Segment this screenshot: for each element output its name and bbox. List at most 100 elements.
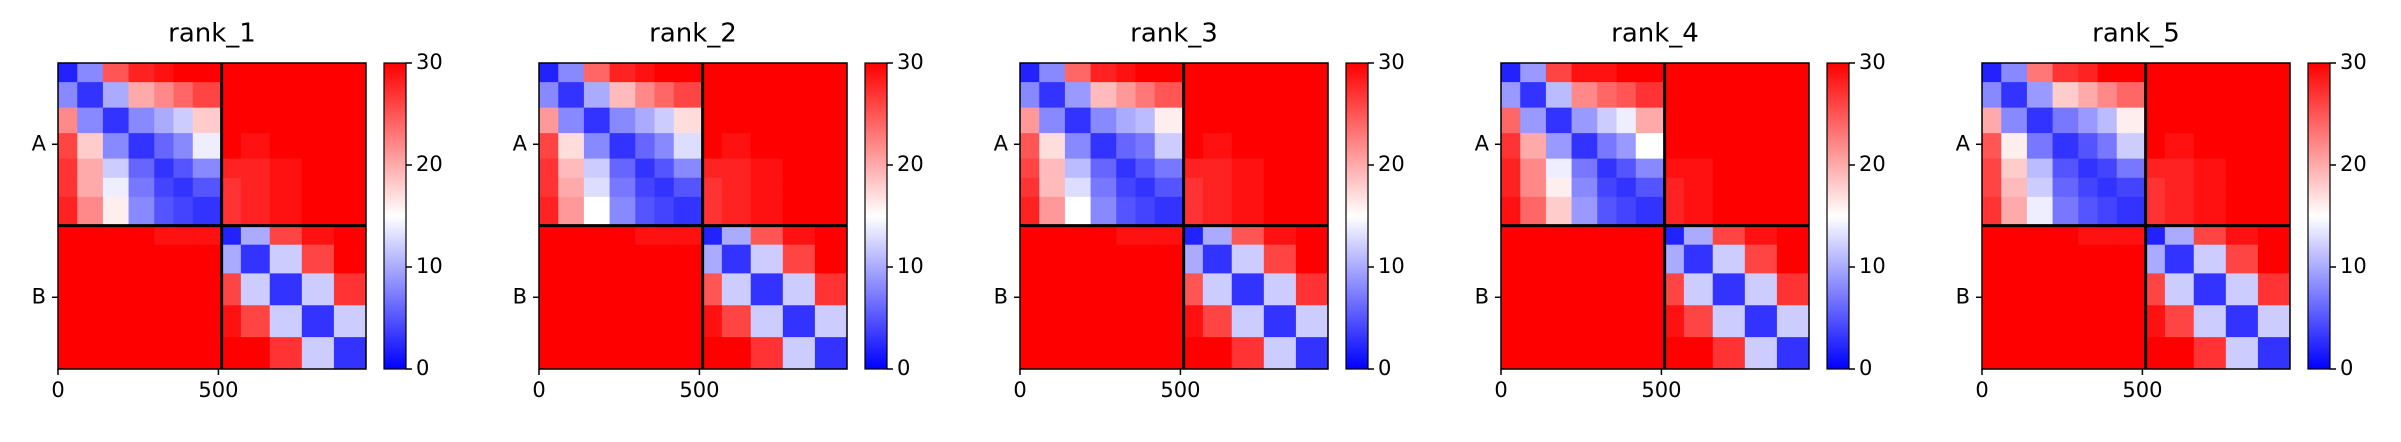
heatmap-cell [77,225,104,246]
heatmap-cell [2052,107,2079,134]
heatmap-cell [154,158,174,179]
heatmap-cell [1571,244,1598,274]
heatmap-cell [1982,337,2002,370]
heatmap-cell [654,305,675,338]
heatmap-cell [1116,107,1136,134]
heatmap-cell [77,305,104,338]
heatmap-cell [2164,305,2195,338]
heatmap-cell [102,82,130,109]
heatmap-cell [1039,244,1066,274]
heatmap-cell [240,305,271,338]
heatmap-cell [750,107,784,134]
heatmap-cell [1712,305,1746,338]
heatmap-cell [154,63,174,83]
colorbar-tick-label: 30 [1378,50,1405,74]
heatmap-cell [1039,82,1066,109]
x-tick-label: 0 [1013,378,1026,402]
heatmap-cell [673,107,704,134]
heatmap-cell [1501,196,1521,227]
heatmap-cell [1020,63,1040,83]
heatmap-cell [2193,196,2227,227]
heatmap-cell [58,196,78,227]
colorbar [383,62,407,370]
heatmap-cell [1501,82,1521,109]
heatmap-cell [1571,133,1598,160]
heatmap-cell [1545,63,1573,83]
heatmap-cell [1183,337,1204,370]
heatmap-cell [2225,82,2259,109]
heatmap-cell [782,63,816,83]
heatmap-cell [1744,107,1778,134]
heatmap-cell [1597,107,1617,134]
heatmap-cell [58,305,78,338]
heatmap-cell [1616,107,1637,134]
heatmap-cell [673,63,704,83]
heatmap-cell [654,196,675,227]
heatmap-cell [1776,225,1810,246]
heatmap-cell [1154,177,1185,198]
heatmap-cell [1231,177,1265,198]
heatmap-cell [782,133,816,160]
heatmap-cell [1020,244,1040,274]
heatmap-cell [1683,305,1714,338]
heatmap-cell [1616,177,1637,198]
heatmap-cell [1616,244,1637,274]
heatmap-cell [221,273,242,306]
heatmap-cell [1295,225,1329,246]
heatmap-cell [2001,177,2028,198]
heatmap-cell [333,177,367,198]
heatmap-cell [269,337,303,370]
heatmap-cell [702,107,723,134]
heatmap-cell [702,177,723,198]
heatmap-cell [1020,305,1040,338]
heatmap-cell [2145,82,2166,109]
heatmap-cell [750,133,784,160]
heatmap-cell [2257,82,2291,109]
heatmap-cell [1545,196,1573,227]
heatmap-cell [1616,196,1637,227]
heatmap-cell [1202,196,1233,227]
heatmap-cell [2145,196,2166,227]
heatmap-cell [128,177,155,198]
heatmap-cell [2026,158,2054,179]
heatmap-cell [2001,133,2028,160]
heatmap-cell [558,177,585,198]
heatmap-cell [2001,196,2028,227]
heatmap-cell [2193,273,2227,306]
heatmap-cell [2257,337,2291,370]
heatmap-cell [240,107,271,134]
heatmap-cell [814,196,848,227]
heatmap-cell [102,225,130,246]
heatmap-cell [301,63,335,83]
heatmap-cell [1295,337,1329,370]
heatmap-cell [240,177,271,198]
heatmap-cell [750,244,784,274]
heatmap-cell [782,305,816,338]
heatmap-cell [1263,63,1297,83]
colorbar-tick-label: 10 [416,254,443,278]
heatmap-cell [1982,107,2002,134]
heatmap-cell [2026,133,2054,160]
heatmap-cell [1664,63,1685,83]
heatmap-cell [269,133,303,160]
heatmap-cell [609,337,636,370]
heatmap-cell [814,158,848,179]
heatmap-cell [1744,305,1778,338]
heatmap-cell [1064,133,1092,160]
heatmap-cell [1571,273,1598,306]
heatmap-cell [2193,133,2227,160]
heatmap-cell [2052,225,2079,246]
heatmap-cell [2145,107,2166,134]
heatmap-cell [1183,82,1204,109]
heatmap-cell [2193,244,2227,274]
colorbar-tick-label: 30 [416,50,443,74]
heatmap-cell [2257,63,2291,83]
heatmap-cell [1202,273,1233,306]
heatmap-cell [1982,82,2002,109]
heatmap-cell [1683,133,1714,160]
heatmap-cell [2026,63,2054,83]
heatmap-cell [58,337,78,370]
heatmap-cell [2257,177,2291,198]
heatmap-cell [1683,63,1714,83]
heatmap-cell [2001,82,2028,109]
